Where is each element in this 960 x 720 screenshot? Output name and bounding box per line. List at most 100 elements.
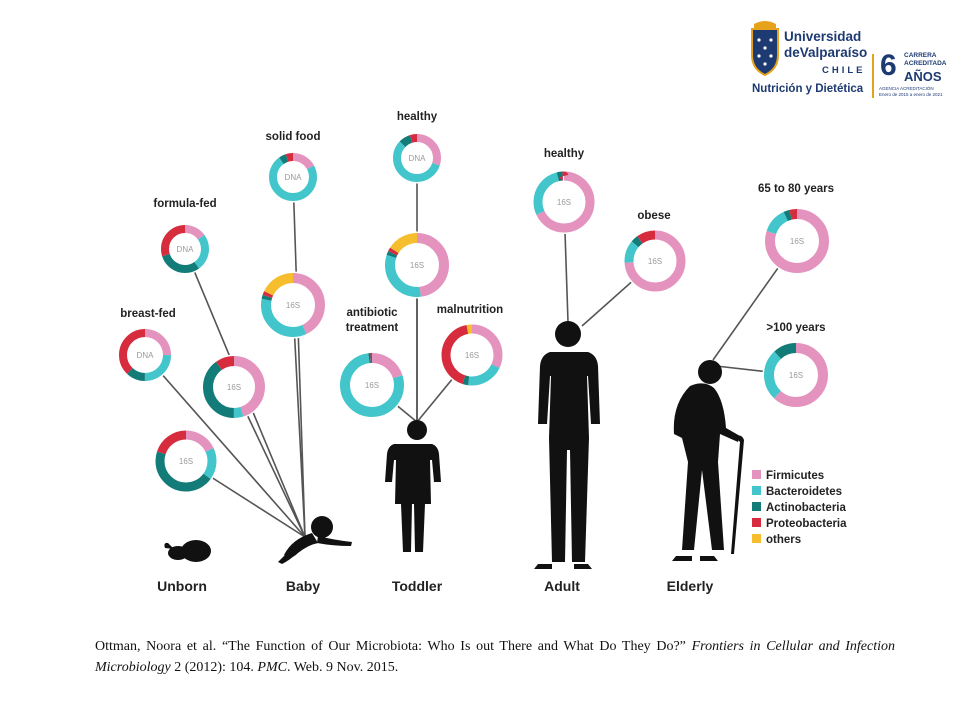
stage-label-toddler: Toddler	[392, 578, 443, 594]
donut-center-label: 16S	[365, 381, 379, 390]
legend-item: Actinobacteria	[752, 502, 846, 514]
donut-center-label: 16S	[286, 301, 300, 310]
donut-center-label: 16S	[557, 198, 571, 207]
legend-swatch	[752, 534, 761, 543]
donut-segment-proteobacteria	[340, 353, 404, 417]
donut-title: solid food	[266, 131, 321, 143]
donut-title: >100 years	[766, 322, 825, 334]
legend-label: Proteobacteria	[766, 518, 847, 530]
donut-center-label: 16S	[227, 383, 241, 392]
legend-swatch	[752, 470, 761, 479]
donut-title: obese	[637, 210, 670, 222]
donut-title: formula-fed	[153, 198, 216, 210]
donut-antibiotic: 16S antibiotic treatment	[338, 307, 406, 419]
donut-segment-bacteroidetes	[119, 329, 171, 381]
connector-solid-food-16s	[292, 304, 306, 538]
donut-center-label: 16S	[789, 371, 803, 380]
donut-solid-food-16s: 16S	[259, 271, 327, 339]
donut-adult-healthy: 16S healthy	[532, 148, 596, 234]
donut-segment-others	[261, 273, 325, 337]
donut-segment-bacteroidetes	[340, 353, 404, 417]
donut-title: healthy	[397, 111, 438, 123]
donut-segment-bacteroidetes	[533, 171, 595, 233]
donut-segment-bacteroidetes	[155, 430, 217, 492]
donut-segment-proteobacteria	[119, 329, 171, 381]
donut-center-label: DNA	[137, 351, 155, 360]
donut-segment-proteobacteria	[203, 356, 265, 418]
citation-authors: Ottman, Noora et al.	[95, 639, 217, 654]
donut-segment-bacteroidetes	[261, 273, 325, 337]
donut-segment-others	[385, 233, 449, 297]
logo-university-line1: Universidad	[784, 29, 862, 44]
donut-title: malnutrition	[437, 304, 503, 316]
donut-title: antibiotic	[346, 307, 398, 319]
logo-accreditation-number: 6	[880, 49, 897, 82]
legend-swatch	[752, 502, 761, 511]
donut-segment-bacteroidetes	[385, 233, 449, 297]
citation-journal: Frontiers in Cellular and Infection Micr…	[95, 639, 896, 675]
shield-icon	[751, 21, 779, 77]
donut-segment-proteobacteria	[441, 324, 503, 386]
donut-breast-fed: DNA breast-fed	[117, 308, 176, 383]
donut-center-label: 16S	[179, 457, 193, 466]
donut-center-label: DNA	[409, 154, 427, 163]
donut-segment-bacteroidetes	[203, 356, 265, 418]
donut-segment-actinobacteria	[764, 343, 828, 407]
unborn-silhouette	[164, 540, 211, 562]
legend-item: others	[752, 534, 801, 546]
donut-toddler-healthy: DNA healthy	[391, 111, 443, 184]
donut-segment-bacteroidetes	[269, 153, 317, 201]
logo-agency-line1: AGENCIA ACREDITACIÓN	[879, 86, 934, 91]
university-logo: Universidad deValparaíso CHILE Nutrición…	[748, 20, 948, 102]
legend-label: Actinobacteria	[766, 502, 846, 514]
legend-label: Firmicutes	[766, 470, 824, 482]
donut-charts: DNA breast-fed 16S DNA formula-fed 16S DNA soli…	[117, 111, 834, 493]
logo-university-line2: deValparaíso	[784, 45, 868, 60]
donut-segment-proteobacteria	[624, 230, 686, 292]
silhouettes	[164, 321, 744, 569]
donut-segment-proteobacteria	[269, 153, 317, 201]
donut-segment-bacteroidetes	[393, 134, 441, 182]
donut-malnutrition: 16S malnutrition	[437, 304, 504, 387]
donut-center-label: 16S	[790, 237, 804, 246]
donut-center-label: DNA	[285, 173, 303, 182]
baby-silhouette	[278, 516, 352, 564]
donut-segment-proteobacteria	[161, 225, 209, 273]
logo-accreditation-line1: CARRERA	[904, 52, 937, 59]
stage-label-elderly: Elderly	[667, 578, 714, 594]
logo-country: CHILE	[822, 65, 866, 76]
logo-program: Nutrición y Dietética	[752, 83, 864, 95]
legend-label: Bacteroidetes	[766, 486, 842, 498]
citation-title: “The Function of Our Microbiota: Who Is …	[221, 639, 686, 654]
donut-solid-food: DNA solid food	[266, 131, 321, 203]
legend: Firmicutes Bacteroidetes Actinobacteria Pro…	[752, 470, 847, 546]
donut-obese: 16S obese	[623, 210, 687, 293]
legend-item: Firmicutes	[752, 470, 824, 482]
logo-agency-line2: Enero de 2015 a enero de 2021	[879, 91, 943, 97]
donut-title: treatment	[346, 322, 399, 334]
donut-segment-proteobacteria	[765, 209, 829, 273]
donut-segment-bacteroidetes	[161, 225, 209, 273]
donut-segment-proteobacteria	[393, 134, 441, 182]
citation-database: PMC	[257, 660, 287, 675]
connector-breast-fed	[144, 354, 306, 538]
legend-item: Proteobacteria	[752, 518, 847, 530]
citation-volume: 2 (2012): 104.	[174, 660, 254, 675]
logo-divider	[872, 54, 874, 98]
donut-segment-actinobacteria	[155, 430, 217, 492]
donut-segment-bacteroidetes	[624, 230, 686, 292]
donut-toddler-healthy-16s: 16S	[383, 231, 451, 299]
donut-center-label: 16S	[648, 257, 662, 266]
connector-solid-food	[292, 176, 306, 538]
donut-100-years: 16S >100 years	[762, 322, 830, 409]
logo-accreditation-line2: ACREDITADA	[904, 60, 947, 67]
donut-formula-fed: DNA formula-fed	[153, 198, 217, 275]
donut-segment-others	[441, 324, 503, 386]
donut-title: breast-fed	[120, 308, 176, 320]
toddler-silhouette	[385, 420, 441, 552]
stage-label-baby: Baby	[286, 578, 320, 594]
citation-access: . Web. 9 Nov. 2015.	[286, 660, 399, 675]
donut-breast-fed-16s: 16S	[154, 429, 218, 493]
adult-silhouette	[534, 321, 600, 569]
